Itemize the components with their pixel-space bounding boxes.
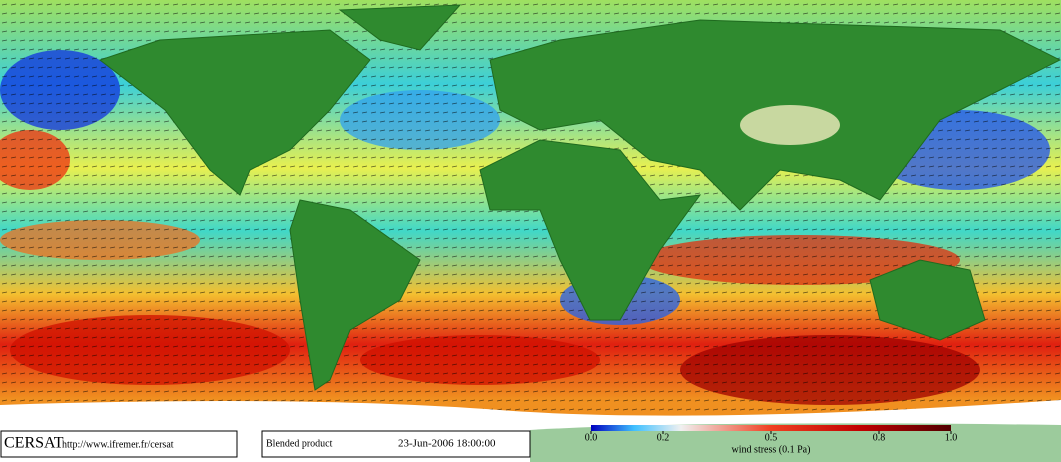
- colorbar: wind stress (0.1 Pa) 0.0 0.2 0.5 0.8 1.0: [585, 425, 958, 455]
- logo-box: [0, 430, 238, 458]
- footer: CERSAT http://www.ifremer.fr/cersat Blen…: [0, 430, 531, 458]
- colorbar-label: wind stress (0.1 Pa): [732, 444, 811, 455]
- colorbar-tick-label: 0.0: [585, 432, 598, 443]
- colorbar-tick-label: 0.2: [657, 432, 670, 443]
- colorbar-tick-label: 0.5: [765, 432, 778, 443]
- colorbar-ramp: [591, 425, 951, 431]
- colorbar-tick-label: 1.0: [945, 432, 958, 443]
- colorbar-tick-label: 0.8: [873, 432, 886, 443]
- product-box: [261, 430, 531, 458]
- timestamp: 23-Jun-2006 18:00:00: [398, 438, 496, 450]
- product: Blended product: [266, 438, 333, 449]
- url: http://www.ifremer.fr/cersat: [62, 439, 174, 450]
- logo: CERSAT: [4, 435, 64, 452]
